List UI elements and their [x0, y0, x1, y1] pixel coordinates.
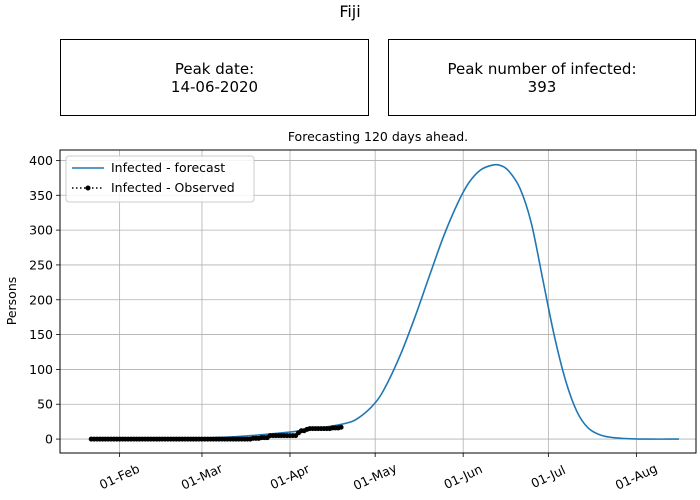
- legend: Infected - forecast Infected - Observed: [65, 155, 255, 203]
- legend-forecast-label: Infected - forecast: [111, 160, 225, 175]
- x-tick-label: 01-Jun: [441, 461, 484, 492]
- y-tick-label: 0: [45, 432, 53, 447]
- x-tick-label: 01-Jul: [529, 462, 568, 491]
- y-tick-label: 100: [29, 362, 53, 377]
- x-tick-label: 01-Apr: [268, 461, 313, 493]
- x-tick-label: 01-Aug: [613, 460, 660, 492]
- y-tick-label: 200: [29, 292, 53, 307]
- plot-frame: [59, 149, 697, 454]
- y-tick-label: 250: [29, 257, 53, 272]
- legend-observed-label: Infected - Observed: [111, 180, 235, 195]
- x-tick-label: 01-Feb: [97, 461, 142, 493]
- y-tick-label: 350: [29, 188, 53, 203]
- peak-infected-label: Peak number of infected:: [447, 59, 637, 78]
- y-tick-label: 300: [29, 223, 53, 238]
- chart-title: Forecasting 120 days ahead.: [288, 129, 468, 144]
- peak-infected-value: 393: [527, 77, 557, 96]
- x-tick-label: 01-May: [351, 460, 400, 493]
- y-tick-label: 150: [29, 327, 53, 342]
- peak-infected-box: Peak number of infected: 393: [388, 39, 696, 116]
- x-tick-label: 01-Mar: [179, 460, 226, 493]
- y-tick-label: 400: [29, 153, 53, 168]
- axis-ticks: 0 50 100 150 200 250 300 350 400 01-Feb 01-Mar 01-A…: [29, 153, 659, 493]
- observed-point: [338, 424, 344, 430]
- legend-frame: [65, 155, 255, 203]
- peak-date-value: 14-06-2020: [170, 77, 259, 96]
- series-layer: [88, 163, 679, 442]
- peak-date-label: Peak date:: [174, 59, 255, 78]
- peak-date-box: Peak date: 14-06-2020: [60, 39, 369, 116]
- figure-title: Fiji: [339, 2, 361, 21]
- series-line-infected-forecast: [91, 163, 679, 440]
- y-tick-label: 50: [37, 397, 53, 412]
- y-axis-label: Persons: [4, 277, 19, 326]
- legend-observed-marker: [85, 185, 91, 191]
